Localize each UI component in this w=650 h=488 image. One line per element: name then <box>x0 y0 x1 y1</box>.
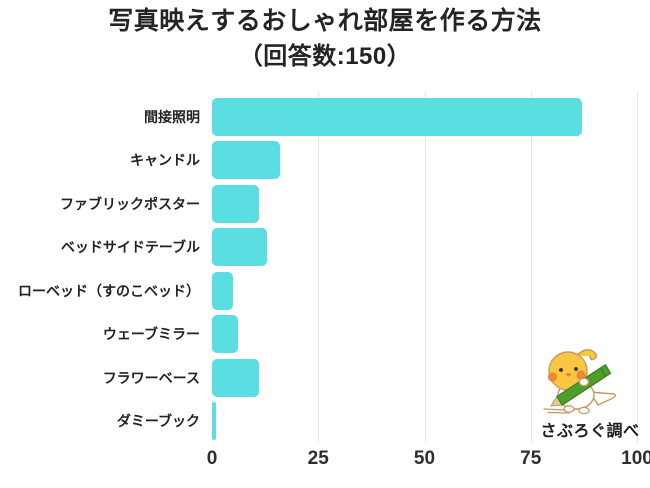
gridline-50 <box>424 91 426 443</box>
bar-row: ウェーブミラー <box>0 313 650 357</box>
bar-track <box>212 228 637 267</box>
x-tick-25: 25 <box>307 448 329 469</box>
bar-row: ダミーブック <box>0 400 650 444</box>
x-axis: 0 25 50 75 100 <box>207 448 650 470</box>
x-tick-50: 50 <box>413 448 436 469</box>
category-label: ベッドサイドテーブル <box>60 239 200 256</box>
gridline-100 <box>637 91 638 443</box>
gridline-75 <box>530 91 532 443</box>
category-label: ローベッド（すのこベッド） <box>18 282 200 299</box>
category-label: ファブリックポスター <box>60 195 200 212</box>
gridline-25 <box>318 91 320 443</box>
bar-fabric-poster <box>212 184 259 223</box>
cockatiel-mascot-icon <box>543 349 616 415</box>
x-tick-75: 75 <box>520 448 542 469</box>
bar-track <box>212 97 637 136</box>
bar-track <box>212 402 637 441</box>
gridlines <box>212 91 638 443</box>
chart-title: 写真映えするおしゃれ部屋を作る方法 <box>108 7 542 35</box>
bar-row: ファブリックポスター <box>0 182 650 226</box>
bar-track <box>212 141 637 180</box>
bar-row: ベッドサイドテーブル <box>0 226 650 270</box>
title-block: 写真映えするおしゃれ部屋を作る方法 （回答数:150） <box>0 4 650 74</box>
bar-dummy-book <box>212 402 217 441</box>
bar-low-bed <box>212 271 234 310</box>
category-label: ウェーブミラー <box>102 326 200 343</box>
chart-subtitle-response-count: （回答数:150） <box>238 43 412 70</box>
x-tick-0: 0 <box>206 448 218 469</box>
x-tick-100: 100 <box>621 448 650 469</box>
bar-track <box>212 315 637 354</box>
bar-row: フラワーベース <box>0 356 650 400</box>
bar-flower-vase <box>212 358 259 397</box>
bar-indirect-lighting <box>212 97 582 136</box>
bar-row: ローベッド（すのこベッド） <box>0 269 650 313</box>
bar-candle <box>212 141 280 180</box>
category-label: 間接照明 <box>144 108 200 125</box>
category-label: フラワーベース <box>102 369 200 386</box>
bar-row: キャンドル <box>0 139 650 183</box>
bar-track <box>212 184 637 223</box>
bar-rows: 間接照明 キャンドル ファブリックポスター ベッドサイドテーブル ローベッド（す… <box>0 95 650 443</box>
bar-wave-mirror <box>212 315 238 354</box>
bar-bedside-table <box>212 228 268 267</box>
bar-track <box>212 358 637 397</box>
bar-row: 間接照明 <box>0 95 650 139</box>
category-label: ダミーブック <box>116 413 200 430</box>
watermark-caption: さぶろぐ調べ <box>540 423 640 440</box>
watermark: さぶろぐ調べ <box>536 348 644 442</box>
bar-track <box>212 271 637 310</box>
category-label: キャンドル <box>130 152 200 169</box>
